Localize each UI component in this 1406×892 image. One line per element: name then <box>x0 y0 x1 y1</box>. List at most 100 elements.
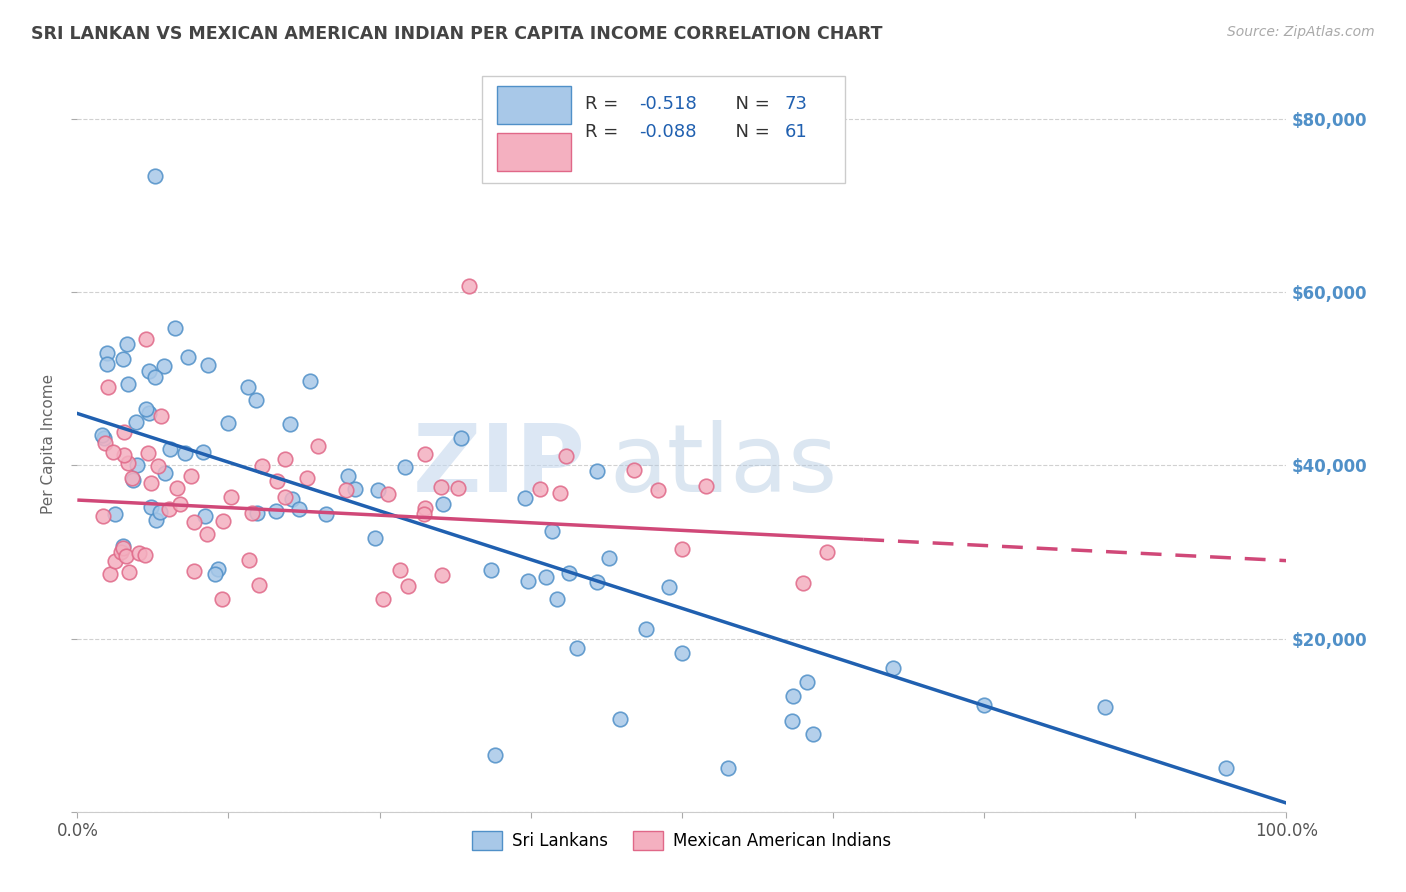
Point <box>207 562 229 576</box>
Point <box>450 431 472 445</box>
Point <box>141 476 163 491</box>
Point <box>412 507 434 521</box>
Text: 61: 61 <box>785 123 807 142</box>
Text: ZIP: ZIP <box>412 420 585 512</box>
Point <box>135 402 157 417</box>
Point <box>155 466 177 480</box>
Point <box>104 507 127 521</box>
FancyBboxPatch shape <box>482 76 845 183</box>
Point <box>145 513 167 527</box>
Point <box>288 502 311 516</box>
Point <box>177 350 200 364</box>
Point <box>1215 761 1237 775</box>
Point <box>166 481 188 495</box>
Point <box>558 566 581 581</box>
Point <box>150 409 173 424</box>
Point <box>307 440 329 454</box>
Point <box>815 545 838 559</box>
Point <box>217 416 239 430</box>
Point <box>138 364 160 378</box>
Point <box>671 542 693 557</box>
Point <box>430 568 453 582</box>
Point <box>280 491 302 506</box>
Point <box>315 507 337 521</box>
Point <box>96 346 118 360</box>
Point <box>389 563 412 577</box>
Point <box>792 576 814 591</box>
Point <box>550 486 572 500</box>
Point <box>266 475 288 489</box>
Text: R =: R = <box>585 123 624 142</box>
Point <box>415 447 437 461</box>
Point <box>337 469 360 483</box>
Point <box>801 727 824 741</box>
Point <box>298 375 321 389</box>
Point <box>882 661 904 675</box>
Point <box>91 428 114 442</box>
Point <box>145 369 167 384</box>
Text: R =: R = <box>585 95 624 112</box>
Point <box>118 566 141 580</box>
Point <box>647 483 669 497</box>
Point <box>367 483 389 498</box>
Point <box>153 359 176 373</box>
Point <box>658 581 681 595</box>
Point <box>396 579 419 593</box>
Point <box>554 449 576 463</box>
Text: 73: 73 <box>785 95 807 112</box>
Point <box>134 549 156 563</box>
Point <box>163 321 186 335</box>
Point <box>211 592 233 607</box>
Point <box>136 446 159 460</box>
Point <box>266 504 288 518</box>
Point <box>585 464 607 478</box>
Point <box>115 549 138 564</box>
Point <box>343 482 366 496</box>
Point <box>114 425 136 440</box>
Point <box>695 478 717 492</box>
Point <box>148 459 170 474</box>
Point <box>180 469 202 483</box>
Point <box>529 482 551 496</box>
Point <box>94 436 117 450</box>
Point <box>114 448 136 462</box>
Point <box>117 377 139 392</box>
Point <box>204 567 226 582</box>
Point <box>135 332 157 346</box>
FancyBboxPatch shape <box>496 133 571 170</box>
Point <box>93 431 115 445</box>
Point <box>780 714 803 728</box>
Point <box>115 336 138 351</box>
Point <box>111 541 134 555</box>
Point <box>274 491 297 505</box>
Point <box>484 747 506 762</box>
Point <box>250 458 273 473</box>
Point <box>125 458 148 472</box>
Point <box>91 509 114 524</box>
Point <box>193 508 215 523</box>
Point <box>278 417 301 431</box>
Point <box>197 358 219 372</box>
Text: -0.088: -0.088 <box>640 123 697 142</box>
Point <box>122 473 145 487</box>
Point <box>240 506 263 520</box>
Point <box>98 566 121 581</box>
Point <box>796 675 818 690</box>
Point <box>121 471 143 485</box>
Point <box>513 491 536 505</box>
Point <box>973 698 995 713</box>
Point <box>125 415 148 429</box>
Point <box>534 570 557 584</box>
Point <box>174 446 197 460</box>
Point <box>195 526 218 541</box>
Point <box>145 169 167 183</box>
Point <box>335 483 357 497</box>
FancyBboxPatch shape <box>496 87 571 124</box>
Point <box>447 481 470 495</box>
Point <box>479 563 502 577</box>
Text: SRI LANKAN VS MEXICAN AMERICAN INDIAN PER CAPITA INCOME CORRELATION CHART: SRI LANKAN VS MEXICAN AMERICAN INDIAN PE… <box>31 25 883 43</box>
Point <box>430 480 453 494</box>
Point <box>112 352 135 367</box>
Point <box>96 357 118 371</box>
Point <box>104 554 127 568</box>
